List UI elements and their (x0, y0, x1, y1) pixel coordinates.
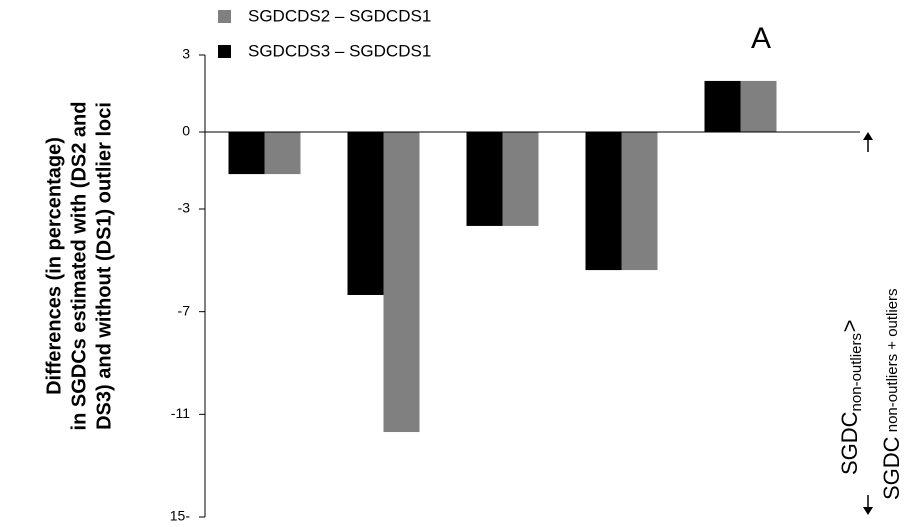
panel-label: A (751, 22, 771, 55)
y-tick-label: -7 (178, 302, 191, 318)
bar (621, 132, 658, 271)
right-annotation: > (837, 320, 862, 333)
right-annotation: SGDC non-outliers + outliers (879, 288, 904, 500)
y-tick-label: 0 (182, 123, 190, 139)
y-tick-label: -11 (171, 405, 190, 421)
bar (704, 80, 741, 132)
bar (383, 132, 420, 433)
arrow-head (863, 132, 873, 140)
y-axis-title: Differences (in percentage) in SGDCs est… (43, 102, 115, 431)
right-annotation: SGDCnon-outliers (837, 333, 865, 475)
annotation-text: SGDC (837, 411, 862, 475)
bar (466, 132, 503, 226)
y-tick-label: -3 (178, 200, 191, 216)
y-axis-title-line: Differences (in percentage) (43, 137, 65, 395)
y-axis-title-line: DS3) and without (DS1) outlier loci (93, 102, 115, 430)
bar (347, 132, 384, 295)
bar (740, 80, 777, 132)
bar (585, 132, 622, 271)
arrows (863, 132, 873, 515)
legend-swatch (218, 10, 231, 23)
bar (502, 132, 539, 226)
bar (228, 132, 265, 175)
annotation-subscript: non-outliers + outliers (884, 288, 901, 436)
annotation-text: SGDC (879, 436, 904, 500)
legend-label: SGDCDS3 – SGDCDS1 (248, 41, 431, 60)
y-axis-title-line: in SGDCs estimated with (DS2 and (68, 102, 90, 431)
y-tick-label: 3 (182, 46, 190, 62)
y-tick-label: 15- (170, 508, 191, 524)
bar (264, 132, 301, 175)
arrow-head (863, 507, 873, 515)
annotation-subscript: non-outliers (848, 333, 865, 411)
legend-label: SGDCDS2 – SGDCDS1 (248, 6, 431, 25)
legend-swatch (218, 45, 231, 58)
